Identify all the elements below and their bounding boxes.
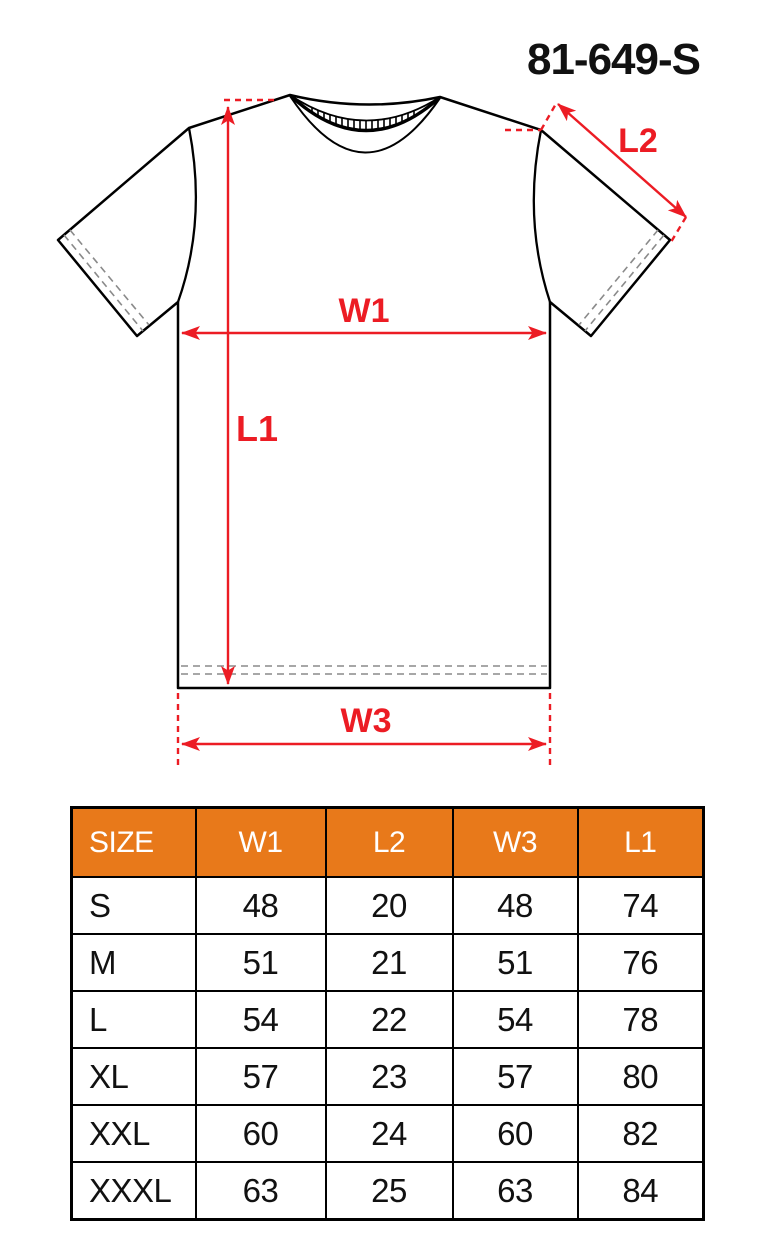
size-cell: L xyxy=(70,990,197,1049)
collar-rib-hatches xyxy=(311,108,415,130)
value-cell: 24 xyxy=(324,1104,454,1163)
value-cell: 57 xyxy=(194,1047,327,1106)
value-cell: 22 xyxy=(324,990,454,1049)
value-cell: 63 xyxy=(194,1161,327,1221)
tshirt-measurement-diagram: 81-649-S W1 L1 L2 W3 xyxy=(56,35,701,768)
table-row-xl: XL 57 23 57 80 xyxy=(70,1047,705,1106)
l2-label: L2 xyxy=(618,122,658,160)
front-neckline-curve xyxy=(289,95,441,154)
col-header-w3: W3 xyxy=(451,806,579,878)
value-cell: 48 xyxy=(194,876,327,935)
tshirt-body-path xyxy=(56,93,672,690)
value-cell: 51 xyxy=(451,933,579,992)
value-cell: 76 xyxy=(576,933,705,992)
collar-rib-inner-curve xyxy=(289,94,441,122)
value-cell: 57 xyxy=(451,1047,579,1106)
value-cell: 60 xyxy=(194,1104,327,1163)
right-armhole-seam xyxy=(532,129,552,303)
value-cell: 48 xyxy=(451,876,579,935)
w1-label: W1 xyxy=(339,292,390,330)
value-cell: 20 xyxy=(324,876,454,935)
hem-stitching xyxy=(181,665,547,675)
value-cell: 23 xyxy=(324,1047,454,1106)
w3-label: W3 xyxy=(341,702,392,740)
col-header-w1: W1 xyxy=(194,806,327,878)
value-cell: 51 xyxy=(194,933,327,992)
value-cell: 54 xyxy=(194,990,327,1049)
collar-bold-curve xyxy=(290,95,440,133)
col-header-size: SIZE xyxy=(70,806,197,878)
size-table: SIZE W1 L2 W3 L1 S 48 20 48 74 M 51 21 5… xyxy=(70,806,705,1221)
size-cell: XL xyxy=(70,1047,197,1106)
value-cell: 60 xyxy=(451,1104,579,1163)
table-row-xxxl: XXXL 63 25 63 84 xyxy=(70,1161,705,1221)
value-cell: 21 xyxy=(324,933,454,992)
l2-extension-dashed xyxy=(505,101,688,243)
size-cell: M xyxy=(70,933,197,992)
col-header-l2: L2 xyxy=(324,806,454,878)
value-cell: 78 xyxy=(576,990,705,1049)
table-row-l: L 54 22 54 78 xyxy=(70,990,705,1049)
value-cell: 80 xyxy=(576,1047,705,1106)
value-cell: 63 xyxy=(451,1161,579,1221)
value-cell: 84 xyxy=(576,1161,705,1221)
value-cell: 74 xyxy=(576,876,705,935)
table-row-m: M 51 21 51 76 xyxy=(70,933,705,992)
left-sleeve-stitching xyxy=(63,229,150,332)
value-cell: 54 xyxy=(451,990,579,1049)
size-cell: XXXL xyxy=(70,1161,197,1221)
header-row: SIZE W1 L2 W3 L1 xyxy=(70,806,705,878)
l2-dimension-arrow xyxy=(557,103,687,218)
value-cell: 82 xyxy=(576,1104,705,1163)
col-header-l1: L1 xyxy=(576,806,705,878)
right-sleeve-stitching xyxy=(578,229,665,332)
value-cell: 25 xyxy=(324,1161,454,1221)
size-cell: XXL xyxy=(70,1104,197,1163)
table-row-xxl: XXL 60 24 60 82 xyxy=(70,1104,705,1163)
w3-extension-dashed xyxy=(176,693,552,768)
product-code: 81-649-S xyxy=(527,35,700,84)
tshirt-outline xyxy=(56,93,672,690)
size-cell: S xyxy=(70,876,197,935)
table-row-s: S 48 20 48 74 xyxy=(70,876,705,935)
dimension-annotations xyxy=(176,98,688,768)
size-table-header: SIZE W1 L2 W3 L1 xyxy=(70,806,705,878)
left-armhole-seam xyxy=(176,127,198,303)
l1-label: L1 xyxy=(236,408,278,449)
